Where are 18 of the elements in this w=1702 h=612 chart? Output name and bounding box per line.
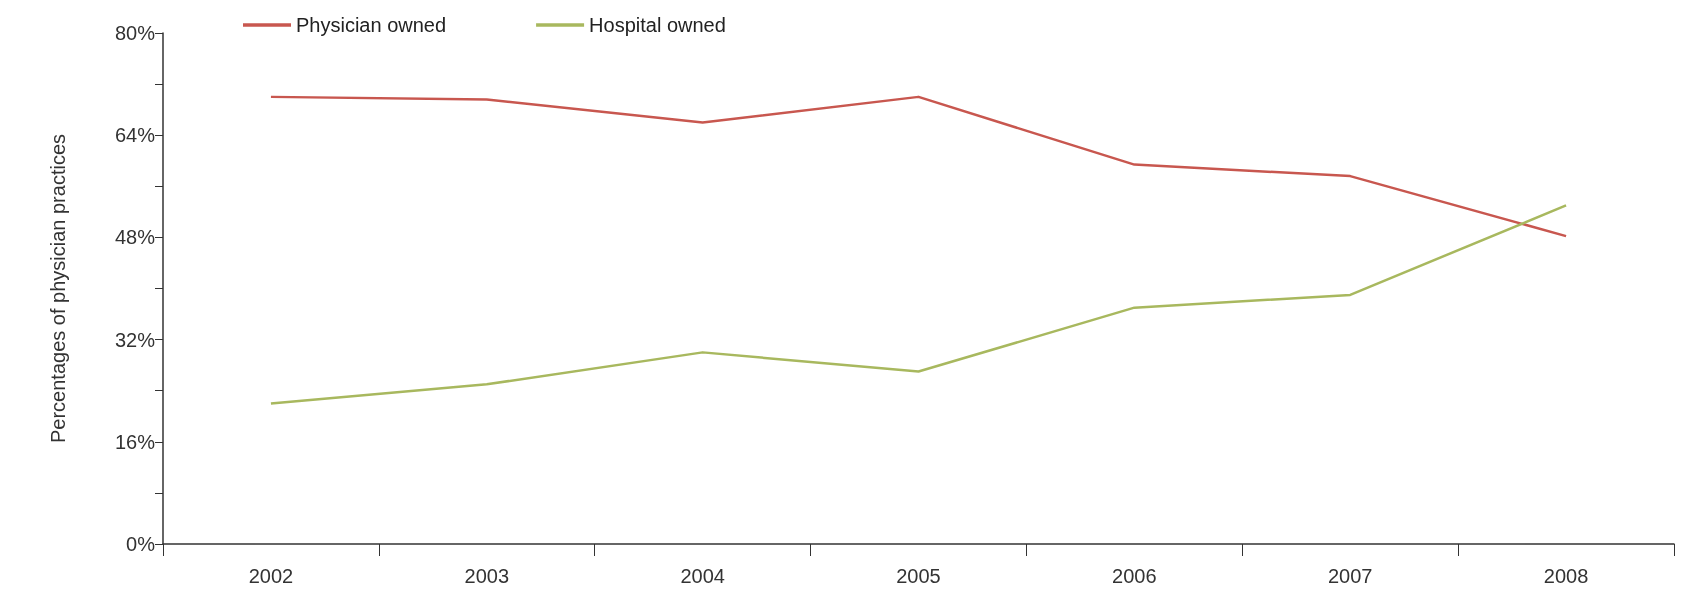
legend-label: Physician owned bbox=[296, 14, 447, 36]
y-tick-label: 32% bbox=[114, 328, 156, 351]
x-tick-label: 2002 bbox=[248, 565, 294, 587]
y-tick-label: 64% bbox=[114, 124, 156, 147]
legend-label: Hospital owned bbox=[589, 14, 726, 36]
y-tick-label: 48% bbox=[114, 226, 156, 249]
line-series bbox=[269, 204, 1568, 405]
x-tick-label: 2004 bbox=[680, 565, 725, 587]
x-tick-label: 2007 bbox=[1327, 565, 1373, 587]
x-tick-label: 2005 bbox=[896, 565, 941, 587]
x-tick-label: 2003 bbox=[464, 565, 510, 587]
y-tick-label: 0% bbox=[126, 533, 156, 555]
x-tick-label: 2006 bbox=[1112, 565, 1157, 587]
y-axis-title: Percentages of physician practices bbox=[47, 133, 69, 444]
line-series bbox=[269, 95, 1568, 238]
y-tick-label: 80% bbox=[114, 22, 156, 44]
y-tick-label: 16% bbox=[114, 430, 156, 453]
x-tick-label: 2008 bbox=[1543, 565, 1589, 587]
